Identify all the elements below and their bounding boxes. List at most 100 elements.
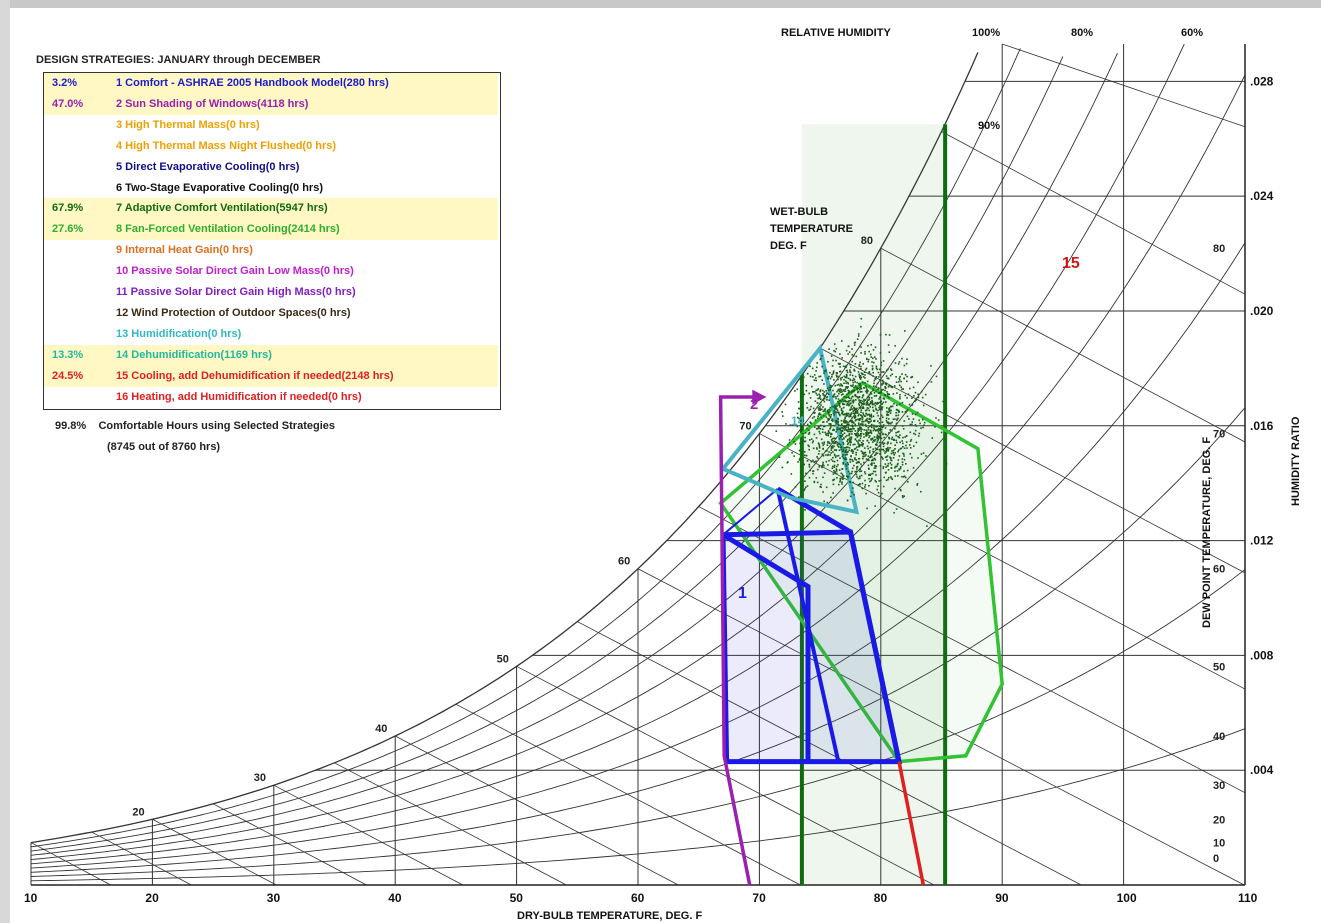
legend-item[interactable]: 47.0% 2 Sun Shading of Windows(4118 hrs) [44, 93, 498, 115]
weather-data-point [815, 437, 818, 439]
weather-data-point [855, 355, 858, 358]
x-tick-label: 100 [1117, 891, 1137, 905]
weather-data-point [840, 407, 843, 410]
legend-item[interactable]: 3.2% 1 Comfort - ASHRAE 2005 Handbook Mod… [44, 73, 498, 94]
weather-data-point [838, 469, 841, 471]
legend-item[interactable]: 16 Heating, add Humidification if needed… [44, 387, 498, 408]
weather-data-point [876, 401, 879, 404]
weather-data-point [906, 380, 908, 383]
weather-data-point [945, 463, 948, 465]
weather-data-point [837, 398, 840, 400]
weather-data-point [868, 474, 870, 476]
weather-data-point [804, 432, 807, 434]
legend-item[interactable]: 24.5% 15 Cooling, add Dehumidification if… [44, 365, 498, 387]
weather-data-point [838, 449, 841, 451]
weather-data-point [823, 383, 825, 385]
weather-data-point [828, 399, 830, 401]
legend-item[interactable]: 67.9% 7 Adaptive Comfort Ventilation(5947… [44, 198, 498, 220]
weather-data-point [898, 469, 901, 471]
weather-data-point [851, 467, 854, 470]
weather-data-point [862, 403, 865, 406]
x-tick-label: 70 [752, 891, 766, 905]
weather-data-point [868, 350, 870, 353]
weather-data-point [829, 416, 832, 418]
weather-data-point [912, 386, 915, 389]
weather-data-point [859, 468, 862, 471]
legend-item[interactable]: 12 Wind Protection of Outdoor Spaces(0 h… [44, 303, 498, 324]
legend-item[interactable]: 11 Passive Solar Direct Gain High Mass(0… [44, 282, 498, 303]
weather-data-point [830, 355, 833, 357]
weather-data-point [867, 467, 870, 470]
legend-item-label: 10 Passive Solar Direct Gain Low Mass(0 … [116, 265, 354, 278]
weather-data-point [850, 420, 853, 423]
weather-data-point [875, 429, 877, 432]
weather-data-point [866, 358, 868, 360]
weather-data-point [901, 425, 904, 427]
legend-item[interactable]: 6 Two-Stage Evaporative Cooling(0 hrs) [44, 178, 498, 199]
legend-item[interactable]: 5 Direct Evaporative Cooling(0 hrs) [44, 157, 498, 178]
legend-item[interactable]: 27.6% 8 Fan-Forced Ventilation Cooling(24… [44, 219, 498, 241]
weather-data-point [870, 432, 873, 435]
weather-data-point [853, 407, 856, 409]
weather-data-point [899, 396, 901, 398]
weather-data-point [835, 420, 838, 422]
weather-data-point [906, 408, 909, 411]
weather-data-point [860, 441, 863, 444]
legend-item[interactable]: 4 High Thermal Mass Night Flushed(0 hrs) [44, 136, 498, 157]
legend-item[interactable]: 13.3% 14 Dehumidification(1169 hrs) [44, 344, 498, 366]
weather-data-point [891, 386, 894, 389]
weather-data-point [880, 437, 883, 440]
weather-data-point [894, 487, 896, 490]
weather-data-point [836, 443, 839, 446]
weather-data-point [853, 386, 856, 389]
weather-data-point [896, 431, 899, 433]
weather-data-point [861, 390, 863, 393]
weather-data-point [870, 463, 872, 465]
weather-data-point [912, 418, 915, 420]
legend-item[interactable]: 10 Passive Solar Direct Gain Low Mass(0 … [44, 261, 498, 282]
weather-data-point [844, 417, 846, 420]
weather-data-point [842, 443, 845, 445]
legend-item[interactable]: 9 Internal Heat Gain(0 hrs) [44, 240, 498, 261]
weather-data-point [830, 458, 833, 461]
weather-data-point [851, 452, 854, 454]
weather-data-point [833, 445, 835, 448]
dewpoint-tick-label: 30 [1213, 780, 1225, 792]
legend-item[interactable]: 13 Humidification(0 hrs) [44, 324, 498, 345]
comfort-summary: 99.8% Comfortable Hours using Selected S… [55, 420, 335, 432]
weather-data-point [866, 396, 869, 399]
weather-data-point [847, 442, 849, 444]
weather-data-point [844, 450, 846, 453]
weather-data-point [845, 465, 848, 467]
weather-data-point [867, 434, 869, 436]
weather-data-point [850, 413, 852, 415]
weather-data-point [878, 406, 880, 409]
weather-data-point [886, 407, 888, 409]
weather-data-point [872, 450, 874, 453]
weather-data-point [852, 384, 854, 386]
weather-data-point [830, 414, 832, 416]
weather-data-point [896, 409, 899, 411]
legend-item[interactable]: 3 High Thermal Mass(0 hrs) [44, 115, 498, 136]
weather-data-point [913, 395, 915, 397]
weather-data-point [904, 373, 907, 376]
weather-data-point [818, 445, 821, 448]
weather-data-point [860, 435, 862, 437]
weather-data-point [857, 422, 860, 424]
relative-humidity-curve [30, 52, 1118, 856]
weather-data-point [876, 441, 878, 443]
weather-data-point [841, 385, 844, 387]
weather-data-point [881, 456, 883, 459]
weather-data-point [843, 421, 845, 424]
weather-data-point [881, 389, 883, 391]
weather-data-point [836, 441, 839, 444]
weather-data-point [869, 429, 872, 432]
weather-data-point [867, 464, 870, 467]
weather-data-point [863, 447, 866, 449]
weather-data-point [879, 401, 881, 404]
weather-data-point [838, 438, 841, 440]
legend-item-percent: 27.6% [52, 223, 84, 236]
weather-data-point [848, 430, 850, 433]
weather-data-point [840, 419, 843, 422]
weather-data-point [873, 361, 875, 364]
